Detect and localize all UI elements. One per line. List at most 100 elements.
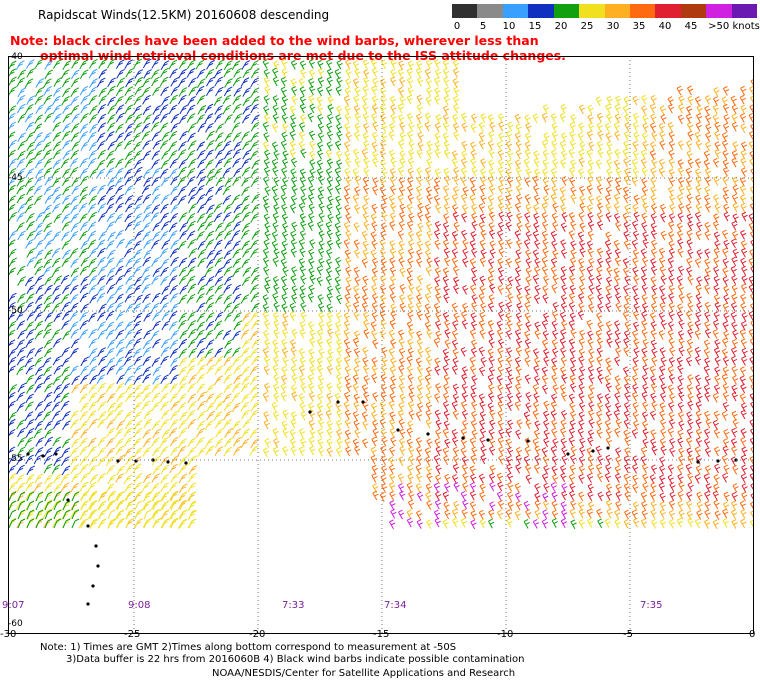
- wind-barb: [233, 436, 242, 447]
- wind-barb: [713, 483, 720, 494]
- wind-barb: [444, 473, 451, 484]
- wind-barb: [263, 202, 270, 213]
- legend-label-15: 15: [528, 21, 542, 32]
- wind-barb: [723, 239, 730, 250]
- wind-barb: [408, 140, 415, 150]
- wind-barb: [16, 482, 26, 493]
- wind-barb: [443, 285, 450, 296]
- wind-barb: [316, 338, 324, 349]
- wind-barb: [534, 375, 541, 385]
- wind-barb: [34, 140, 44, 151]
- wind-barb: [242, 96, 252, 107]
- wind-barb: [206, 249, 216, 260]
- wind-barb: [169, 463, 178, 474]
- wind-barb: [498, 239, 505, 249]
- wind-barb: [730, 355, 738, 366]
- wind-barb: [115, 229, 124, 240]
- wind-barb: [525, 419, 532, 430]
- wind-barb: [106, 293, 116, 304]
- wind-barb: [524, 446, 531, 456]
- wind-barb: [722, 159, 730, 170]
- wind-barb: [107, 402, 117, 413]
- wind-barb: [187, 382, 196, 393]
- wind-barb: [42, 266, 52, 276]
- wind-barb: [705, 132, 712, 142]
- wind-barb: [353, 301, 360, 312]
- wind-barb: [417, 202, 424, 213]
- wind-barb: [480, 176, 487, 186]
- wind-barb: [379, 177, 387, 188]
- wind-barb: [732, 329, 739, 340]
- wind-barb: [668, 140, 676, 151]
- wind-barb: [525, 257, 532, 268]
- wind-barb: [161, 338, 170, 349]
- wind-barb: [569, 274, 576, 285]
- wind-barb: [632, 285, 639, 295]
- wind-barb: [434, 517, 441, 528]
- wind-barb: [722, 267, 729, 277]
- wind-barb: [151, 185, 161, 196]
- wind-barb: [633, 275, 640, 285]
- wind-barb: [326, 338, 333, 349]
- wind-barb: [197, 175, 207, 186]
- wind-barb: [335, 114, 342, 125]
- wind-barb: [309, 274, 316, 285]
- wind-barb: [416, 330, 423, 341]
- wind-barb: [43, 463, 53, 474]
- wind-barb: [407, 257, 414, 268]
- wind-barb: [251, 203, 260, 214]
- wind-barb: [398, 347, 406, 358]
- wind-barb: [281, 203, 288, 214]
- wind-barb: [272, 221, 279, 232]
- wind-barb: [731, 427, 738, 438]
- legend-label-30: 30: [606, 21, 620, 32]
- wind-barb: [232, 248, 241, 259]
- wind-barb: [631, 158, 638, 169]
- wind-barb: [469, 465, 476, 476]
- wind-barb: [151, 76, 160, 87]
- wind-barb: [344, 249, 352, 259]
- wind-barb: [569, 347, 576, 357]
- wind-barb: [532, 348, 540, 358]
- wind-barb: [578, 411, 585, 422]
- wind-barb: [151, 437, 160, 447]
- wind-barb: [478, 473, 486, 484]
- wind-barb: [299, 103, 307, 114]
- wind-barb: [496, 328, 504, 339]
- wind-barb: [523, 500, 530, 511]
- wind-barb: [433, 194, 441, 205]
- wind-barb: [71, 491, 80, 502]
- wind-barb: [152, 231, 161, 241]
- wind-barb: [515, 392, 523, 403]
- wind-barb: [452, 383, 459, 394]
- wind-barb: [640, 518, 648, 529]
- wind-barb: [231, 230, 241, 240]
- wind-barb: [187, 283, 197, 294]
- wind-barb: [289, 302, 296, 313]
- wind-barb: [516, 320, 523, 331]
- wind-barb: [282, 222, 289, 233]
- wind-barb: [272, 339, 279, 349]
- wind-barb: [424, 303, 431, 314]
- wind-barb: [379, 104, 387, 115]
- wind-barb: [704, 509, 711, 520]
- wind-barb: [69, 284, 79, 295]
- wind-barb: [721, 132, 729, 142]
- wind-barb: [380, 96, 387, 106]
- wind-barb: [308, 185, 315, 196]
- wind-barb: [290, 157, 298, 168]
- wind-barb: [631, 220, 639, 231]
- wind-barb: [415, 437, 423, 447]
- wind-barb: [80, 303, 90, 314]
- wind-barb: [415, 285, 423, 296]
- wind-barb: [326, 364, 334, 375]
- wind-barb: [399, 77, 406, 87]
- wind-barb: [205, 384, 215, 394]
- wind-barb: [26, 141, 36, 152]
- wind-barb: [178, 473, 188, 484]
- wind-barb: [389, 383, 396, 394]
- wind-barb: [318, 446, 325, 457]
- wind-barb: [291, 221, 298, 232]
- wind-barb: [60, 69, 70, 80]
- wind-barb: [96, 374, 106, 384]
